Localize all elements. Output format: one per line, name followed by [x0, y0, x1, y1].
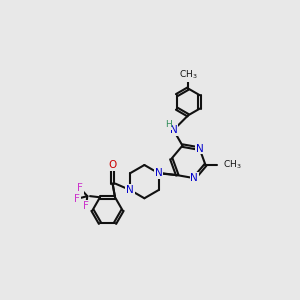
Text: N: N: [190, 173, 198, 183]
Text: F: F: [83, 201, 89, 211]
Text: O: O: [109, 160, 117, 170]
Text: CH$_3$: CH$_3$: [223, 159, 242, 171]
Text: F: F: [77, 183, 83, 193]
Text: N: N: [155, 168, 163, 178]
Text: F: F: [74, 194, 80, 204]
Text: N: N: [126, 185, 134, 195]
Text: N: N: [196, 144, 203, 154]
Text: CH$_3$: CH$_3$: [179, 69, 197, 81]
Text: N: N: [155, 168, 163, 178]
Text: N: N: [169, 125, 177, 135]
Text: H: H: [165, 120, 172, 129]
